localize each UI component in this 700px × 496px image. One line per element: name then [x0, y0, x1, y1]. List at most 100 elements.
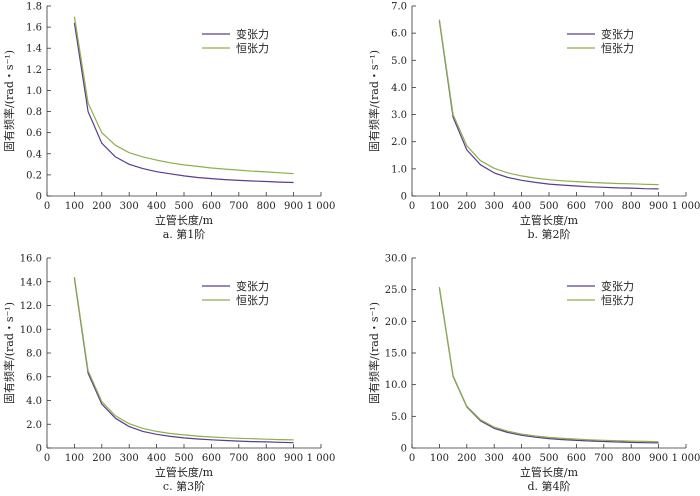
- series-line-2: [73, 16, 294, 175]
- x-tick-label: 100: [65, 201, 84, 212]
- y-tick-label: 6.0: [391, 29, 407, 40]
- legend-label-2: 恒张力: [236, 42, 269, 55]
- y-tick-label: 0: [36, 192, 42, 203]
- y-tick-label: 12.0: [20, 301, 42, 312]
- chart-panel-2: 0 1.0 2.0 3.0 4.0 5.0 6.0 7.0 0 100 200 300 400 500 60…: [367, 2, 700, 242]
- y-tick-label: 1.0: [391, 164, 407, 175]
- x-tick-label: 300: [485, 201, 504, 212]
- x-tick-label: 700: [594, 453, 613, 464]
- x-tick-label: 100: [430, 453, 449, 464]
- x-tick-label: 1 000: [672, 453, 700, 464]
- y-tick-label: 8.0: [26, 349, 42, 360]
- x-tick-label: 700: [229, 453, 248, 464]
- x-tick-label: 1 000: [307, 201, 336, 212]
- x-tick-label: 400: [512, 201, 531, 212]
- x-tick-label: 700: [594, 201, 613, 212]
- y-tick-label: 1.8: [26, 2, 42, 13]
- y-tick-label: 4.0: [391, 83, 407, 94]
- x-tick-label: 300: [485, 453, 504, 464]
- series-line-1: [73, 22, 294, 184]
- y-axis-label: 固有频率/(rad・s⁻¹): [367, 50, 381, 152]
- x-axis-label: 立管长度/m: [155, 465, 214, 479]
- x-tick-label: 800: [257, 201, 276, 212]
- x-tick-label: 200: [92, 453, 111, 464]
- y-axis-label: 固有频率/(rad・s⁻¹): [2, 302, 16, 404]
- y-tick-label: 1.0: [26, 86, 42, 97]
- y-tick-label: 0: [401, 444, 407, 455]
- x-tick-label: 300: [120, 201, 139, 212]
- x-tick-label: 600: [567, 453, 586, 464]
- x-tick-label: 900: [649, 453, 668, 464]
- y-tick-label: 20.0: [385, 317, 407, 328]
- y-tick-label: 15.0: [385, 349, 407, 360]
- y-tick-label: 7.0: [391, 2, 407, 13]
- series-line-1: [438, 20, 659, 190]
- x-tick-label: 900: [284, 453, 303, 464]
- y-tick-label: 0.6: [26, 128, 42, 139]
- x-tick-label: 600: [202, 453, 221, 464]
- legend-label-1: 变张力: [236, 27, 269, 41]
- panel-caption: c. 第3阶: [163, 479, 205, 493]
- x-tick-label: 900: [649, 201, 668, 212]
- y-tick-label: 16.0: [20, 254, 42, 265]
- y-tick-label: 3.0: [391, 110, 407, 121]
- y-tick-label: 5.0: [391, 56, 407, 67]
- chart-panel-4: 0 5.0 10.0 15.0 20.0 25.0 30.0 0 100 200 300 400 500…: [367, 254, 700, 494]
- panel-caption: b. 第2阶: [527, 227, 570, 241]
- series-line-2: [438, 19, 659, 186]
- y-tick-label: 1.4: [26, 44, 42, 55]
- x-tick-label: 0: [44, 453, 50, 464]
- x-tick-label: 500: [174, 453, 193, 464]
- x-axis-label: 立管长度/m: [520, 465, 579, 479]
- x-tick-label: 400: [147, 453, 166, 464]
- y-tick-label: 2.0: [26, 420, 42, 431]
- panel-caption: a. 第1阶: [163, 227, 206, 241]
- y-tick-label: 1.2: [26, 65, 42, 76]
- x-tick-label: 500: [539, 453, 558, 464]
- legend-label-2: 恒张力: [601, 42, 634, 55]
- x-tick-label: 100: [430, 201, 449, 212]
- x-tick-label: 400: [512, 453, 531, 464]
- x-tick-label: 800: [622, 201, 641, 212]
- y-tick-label: 0.4: [26, 149, 42, 160]
- y-tick-label: 2.0: [391, 137, 407, 148]
- y-tick-label: 30.0: [385, 254, 407, 265]
- x-tick-label: 700: [229, 201, 248, 212]
- legend-label-1: 变张力: [236, 279, 269, 293]
- y-tick-label: 10.0: [20, 325, 42, 336]
- series-line-1: [73, 278, 294, 444]
- y-tick-label: 10.0: [385, 380, 407, 391]
- x-tick-label: 1 000: [307, 453, 336, 464]
- y-tick-label: 0.2: [26, 170, 42, 181]
- x-axis-label: 立管长度/m: [520, 213, 579, 227]
- x-tick-label: 300: [120, 453, 139, 464]
- y-tick-label: 4.0: [26, 396, 42, 407]
- x-tick-label: 200: [92, 201, 111, 212]
- y-axis-label: 固有频率/(rad・s⁻¹): [2, 50, 16, 152]
- y-tick-label: 25.0: [385, 285, 407, 296]
- legend-label-2: 恒张力: [236, 294, 269, 307]
- y-tick-label: 1.6: [26, 23, 42, 34]
- y-tick-label: 5.0: [391, 412, 407, 423]
- x-tick-label: 800: [622, 453, 641, 464]
- y-tick-label: 0: [401, 192, 407, 203]
- y-tick-label: 6.0: [26, 372, 42, 383]
- x-tick-label: 600: [202, 201, 221, 212]
- chart-panel-1: 0 0.2 0.4 0.6 0.8 1.0 1.2 1.4 1.6 1.8 0 100 200 300 40…: [2, 2, 335, 242]
- x-tick-label: 1 000: [672, 201, 700, 212]
- x-tick-label: 600: [567, 201, 586, 212]
- series-line-2: [438, 287, 659, 443]
- x-tick-label: 500: [174, 201, 193, 212]
- legend-label-1: 变张力: [601, 27, 634, 41]
- x-tick-label: 800: [257, 453, 276, 464]
- x-tick-label: 900: [284, 201, 303, 212]
- panel-caption: d. 第4阶: [527, 479, 570, 493]
- legend-label-2: 恒张力: [601, 294, 634, 307]
- x-tick-label: 400: [147, 201, 166, 212]
- x-tick-label: 200: [457, 201, 476, 212]
- series-line-2: [73, 276, 294, 441]
- series-line-1: [438, 287, 659, 444]
- x-tick-label: 0: [409, 201, 415, 212]
- x-tick-label: 0: [409, 453, 415, 464]
